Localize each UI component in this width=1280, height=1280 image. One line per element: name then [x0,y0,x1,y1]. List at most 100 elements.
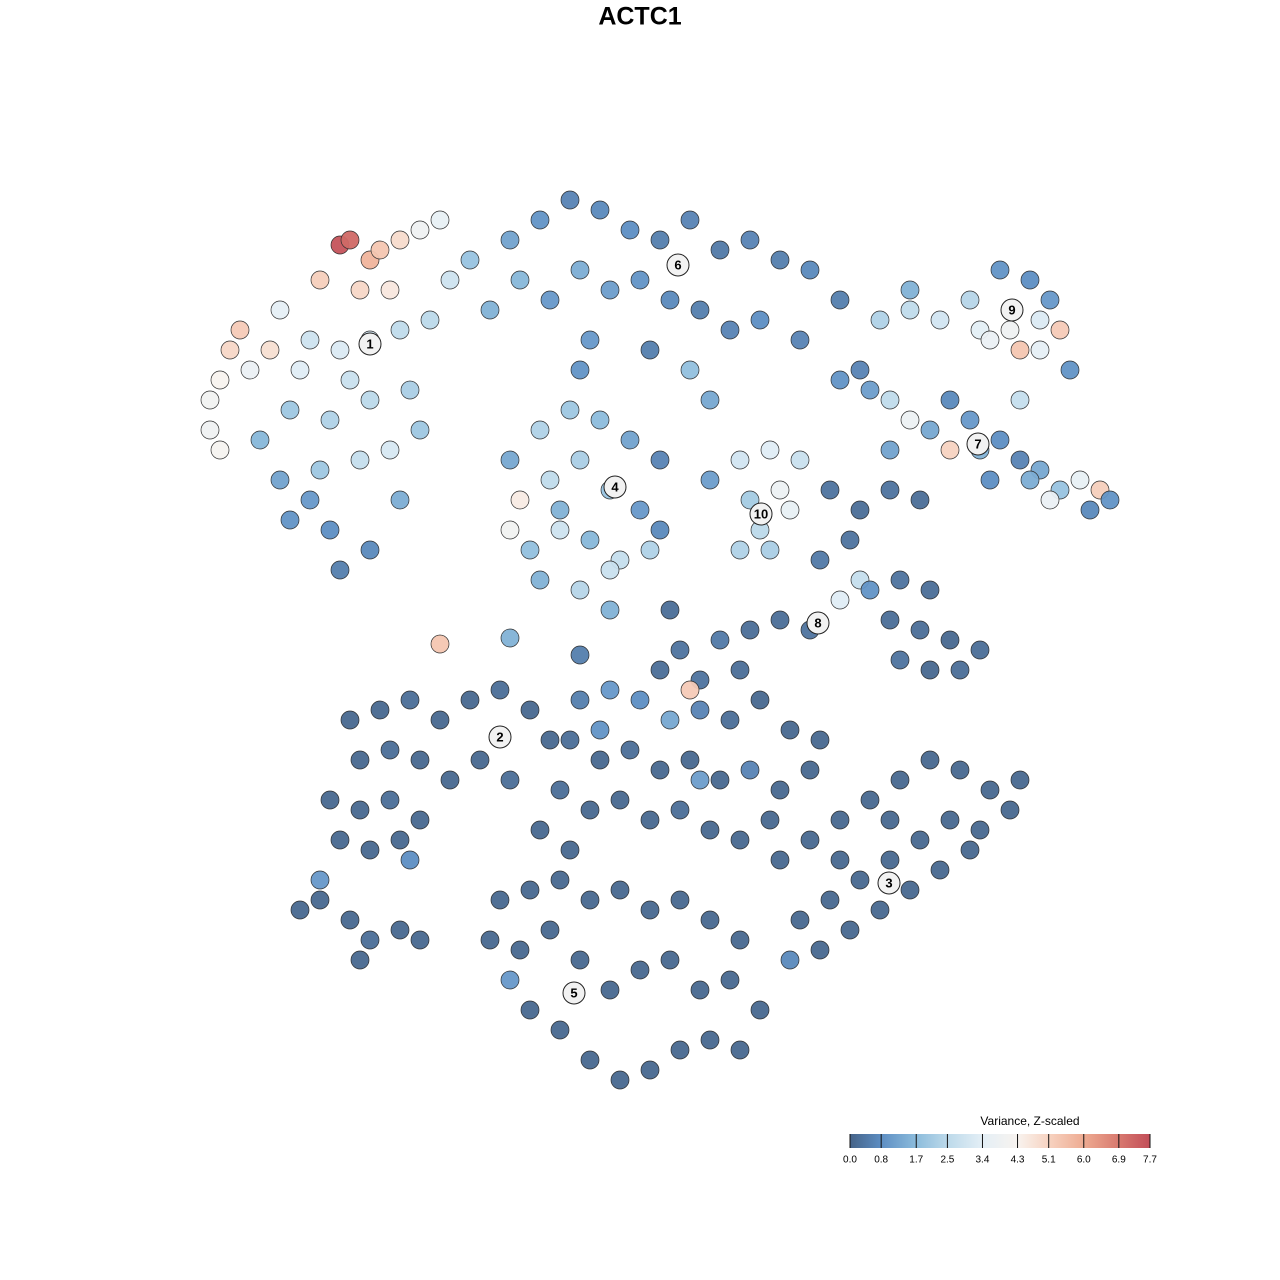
point [830,370,850,390]
point [570,950,590,970]
cluster-label: 1 [366,336,373,351]
point [940,440,960,460]
point [310,270,330,290]
cluster-label: 5 [570,985,577,1000]
point [520,1000,540,1020]
point [590,410,610,430]
point [680,210,700,230]
colorbar-tick-label: 6.0 [1077,1155,1091,1166]
point [380,790,400,810]
point [680,750,700,770]
point [770,780,790,800]
point [260,340,280,360]
cluster-label: 10 [754,506,768,521]
point [900,880,920,900]
cluster-label-badge [877,871,901,895]
point [980,470,1000,490]
point [1040,290,1060,310]
point [280,510,300,530]
point [760,540,780,560]
point [360,390,380,410]
point [850,500,870,520]
point [810,730,830,750]
point [980,780,1000,800]
point [670,1040,690,1060]
point [570,580,590,600]
point [630,500,650,520]
point [820,890,840,910]
point [660,950,680,970]
point [560,400,580,420]
cluster-labels: 1 2 3 4 5 6 7 8 9 10 [358,253,1024,1005]
point [360,930,380,950]
point [500,230,520,250]
point [880,440,900,460]
point [220,340,240,360]
point [780,950,800,970]
point [730,450,750,470]
point [560,840,580,860]
point [570,260,590,280]
point [250,430,270,450]
point [480,300,500,320]
cluster-label-badge [603,475,627,499]
colorbar-tick-label: 0.0 [843,1155,857,1166]
colorbar-tick-label: 6.9 [1112,1155,1126,1166]
point [420,310,440,330]
point [240,360,260,380]
point [530,820,550,840]
point [780,720,800,740]
point [390,320,410,340]
point [640,540,660,560]
point [1080,500,1100,520]
point [320,790,340,810]
point [530,420,550,440]
point [470,750,490,770]
point [370,700,390,720]
point [370,240,390,260]
point [300,490,320,510]
point [340,910,360,930]
point [660,710,680,730]
point [860,380,880,400]
point [950,660,970,680]
point [550,520,570,540]
point [650,660,670,680]
point [1050,320,1070,340]
point [740,760,760,780]
point [1040,490,1060,510]
point [850,870,870,890]
colorbar: Variance, Z-scaled 0.0 0.8 1.7 2.5 3.4 4.3 5.1… [843,1114,1157,1165]
point [830,290,850,310]
point [900,410,920,430]
point [350,950,370,970]
point [540,470,560,490]
point [510,270,530,290]
point [940,810,960,830]
point [650,450,670,470]
point [1030,310,1050,330]
point [750,310,770,330]
point [500,970,520,990]
point [550,870,570,890]
point [840,920,860,940]
point [860,580,880,600]
point [970,640,990,660]
point [740,230,760,250]
point [410,750,430,770]
point [960,410,980,430]
point [530,570,550,590]
point [660,600,680,620]
point [380,740,400,760]
point [790,450,810,470]
point [640,1060,660,1080]
point [550,500,570,520]
point [900,280,920,300]
point [910,490,930,510]
point [350,750,370,770]
point [500,770,520,790]
point [630,960,650,980]
point [730,660,750,680]
point [1020,270,1040,290]
cluster-label-badge [562,981,586,1005]
